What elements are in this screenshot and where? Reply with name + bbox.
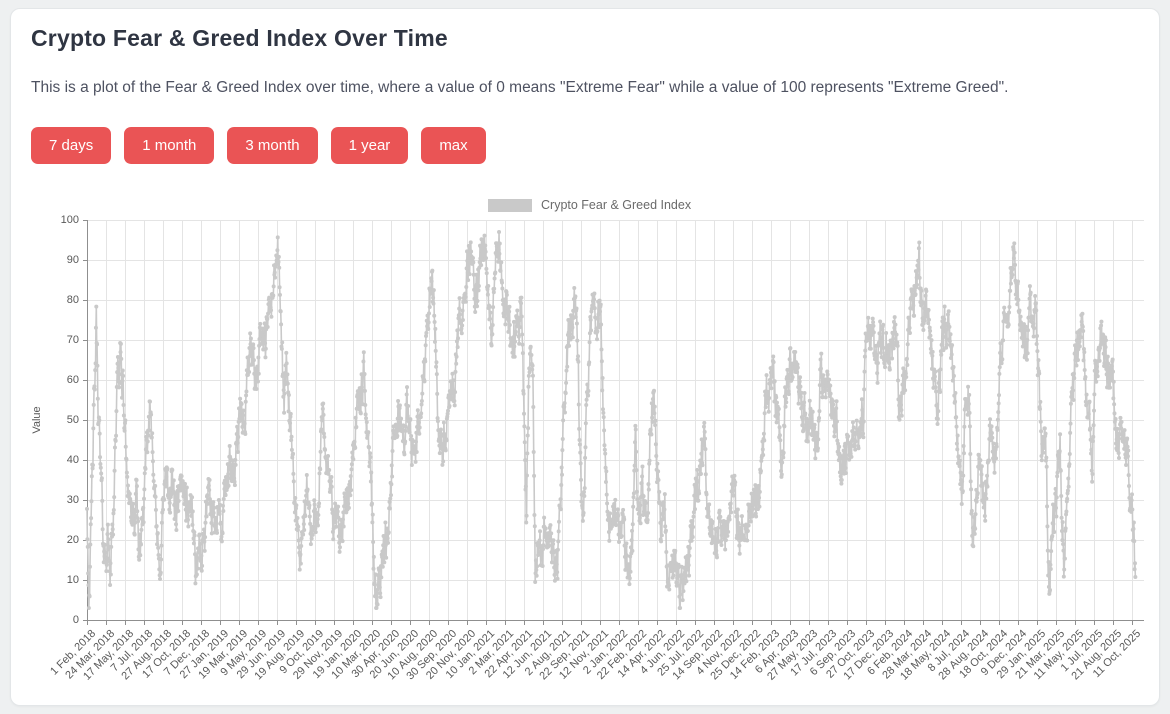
page-description: This is a plot of the Fear & Greed Index…: [31, 79, 1009, 96]
range-button-1-year[interactable]: 1 year: [330, 127, 409, 164]
range-button-row: 7 days 1 month 3 month 1 year max: [31, 127, 486, 164]
fear-greed-chart-canvas[interactable]: [11, 213, 1161, 707]
content-card: Crypto Fear & Greed Index Over Time This…: [10, 8, 1161, 707]
range-button-7-days[interactable]: 7 days: [31, 127, 112, 164]
legend-swatch: [488, 198, 532, 212]
page-title: Crypto Fear & Greed Index Over Time: [31, 25, 448, 51]
range-button-max[interactable]: max: [421, 127, 486, 164]
chart-legend: Crypto Fear & Greed Index: [488, 198, 691, 212]
page-root: { "theme": { "page_background": "#eef0f1…: [0, 8, 1170, 714]
range-button-3-month[interactable]: 3 month: [227, 127, 318, 164]
legend-label: Crypto Fear & Greed Index: [541, 198, 692, 212]
range-button-1-month[interactable]: 1 month: [124, 127, 215, 164]
